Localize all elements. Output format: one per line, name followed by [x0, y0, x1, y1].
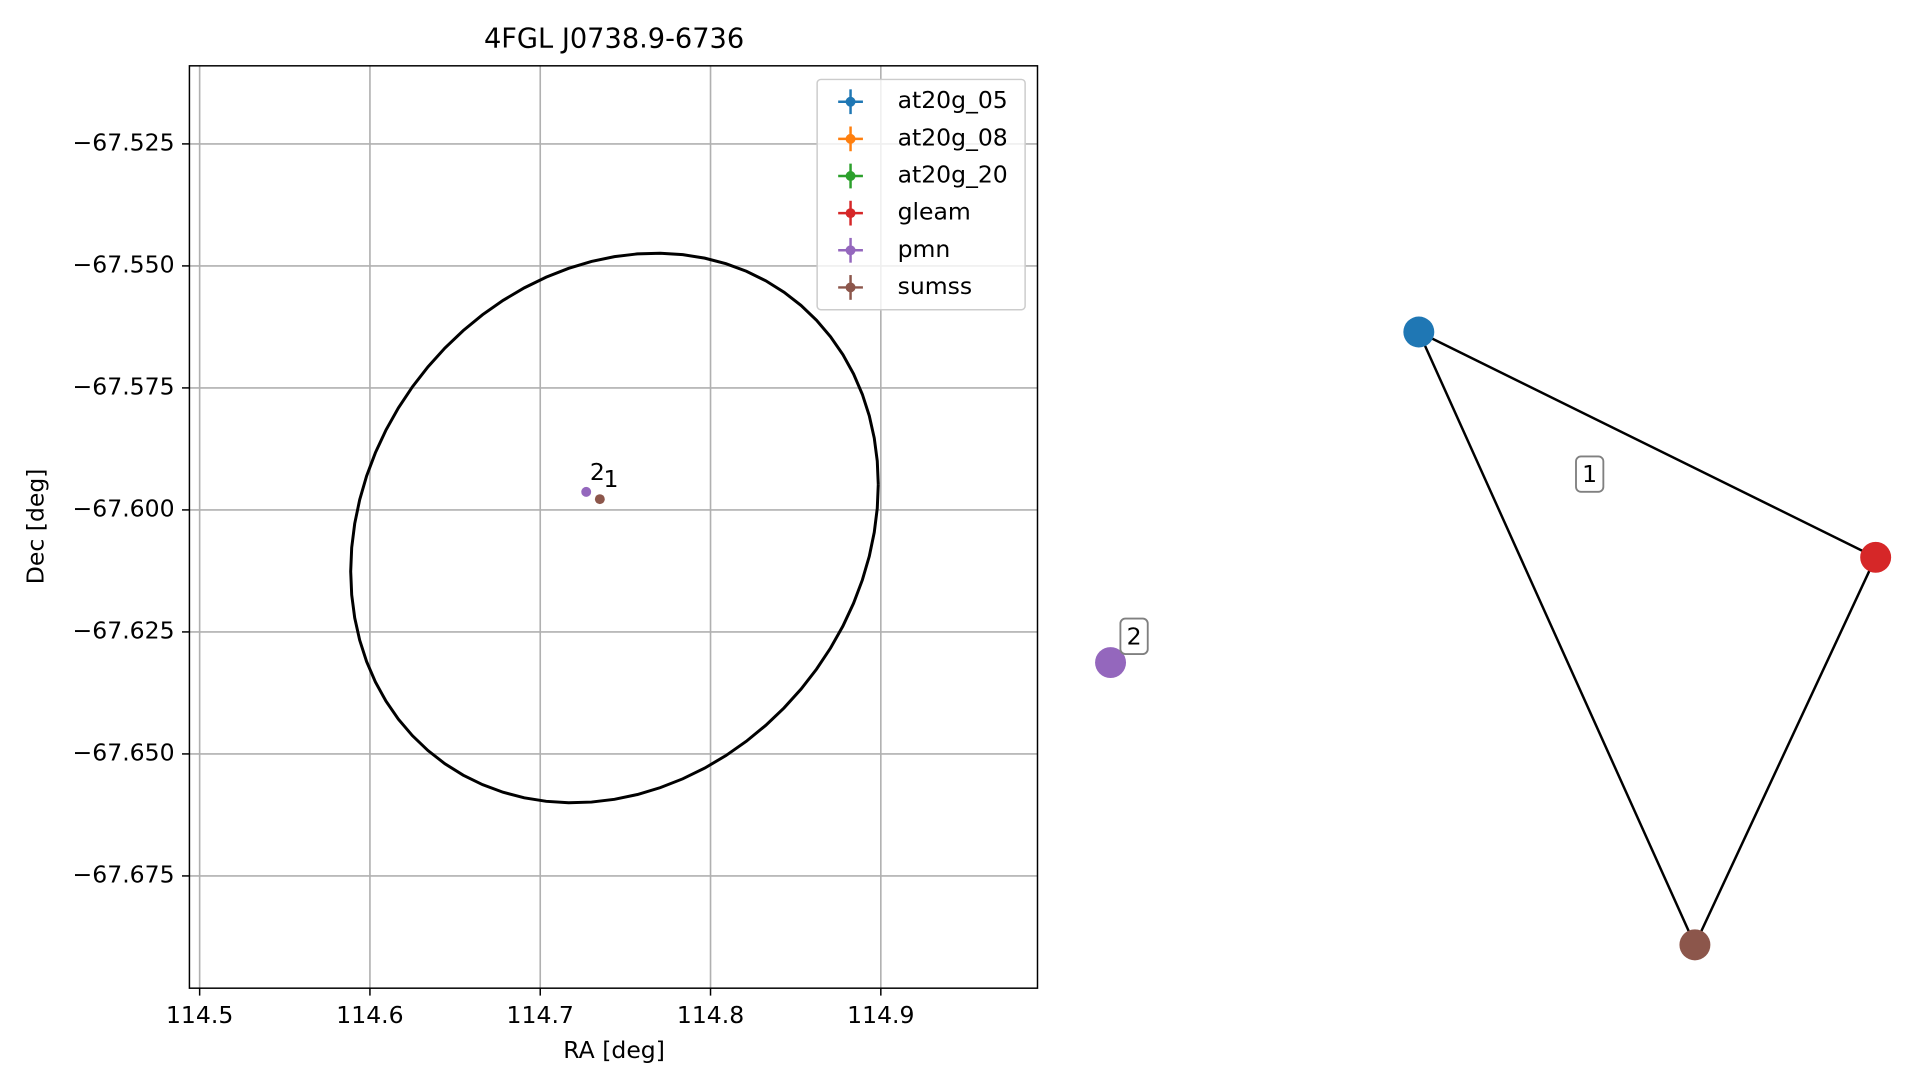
y-tick-label: −67.625: [73, 616, 175, 644]
legend-marker: [845, 171, 856, 181]
label-box: [1575, 455, 1605, 493]
y-tick-label: −67.650: [73, 738, 175, 766]
y-tick-label: −67.525: [73, 128, 175, 156]
legend-marker: [845, 96, 856, 107]
node: [1403, 316, 1435, 348]
legend-marker: [845, 282, 856, 293]
y-tick-label: −67.675: [73, 860, 175, 888]
legend-label: gleam: [898, 198, 971, 226]
legend-label: sumss: [898, 272, 973, 300]
legend-label: pmn: [898, 235, 951, 263]
group-label: 1: [1582, 460, 1597, 488]
legend-label: at20g_05: [898, 86, 1008, 114]
y-tick-label: −67.575: [73, 372, 175, 400]
point: [594, 494, 605, 505]
x-tick-label: 114.7: [507, 1001, 574, 1029]
node: [1860, 541, 1892, 573]
y-axis-label: Dec [deg]: [22, 469, 50, 585]
chart-title: 4FGL J0738.9-6736: [484, 23, 744, 54]
x-tick-label: 114.8: [677, 1001, 744, 1029]
legend-marker: [845, 208, 856, 219]
legend-marker: [845, 245, 856, 256]
point: [581, 486, 592, 497]
x-tick-label: 114.6: [336, 1001, 403, 1029]
legend-marker: [845, 133, 856, 144]
node: [1679, 929, 1711, 961]
legend-label: at20g_08: [898, 123, 1008, 151]
y-tick-label: −67.550: [73, 250, 175, 278]
x-tick-label: 114.9: [847, 1001, 914, 1029]
legend-label: at20g_20: [898, 161, 1008, 189]
x-tick-label: 114.5: [166, 1001, 233, 1029]
edge: [1417, 331, 1697, 946]
label-box: [1119, 617, 1149, 655]
group-label: 2: [1127, 622, 1142, 650]
edge: [1693, 556, 1877, 946]
legend-box: [816, 78, 1026, 311]
node: [1095, 647, 1127, 679]
point-label: 1: [604, 465, 619, 493]
edge: [1418, 330, 1877, 559]
y-tick-label: −67.600: [73, 494, 175, 522]
error-ellipse: [349, 251, 880, 805]
plot-frame: [188, 65, 1039, 989]
point-label: 2: [590, 458, 605, 486]
x-axis-label: RA [deg]: [563, 1036, 665, 1064]
